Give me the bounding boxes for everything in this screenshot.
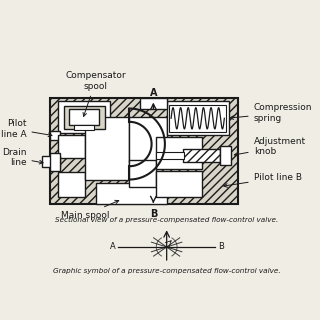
Text: Main spool: Main spool	[61, 200, 119, 220]
Text: B: B	[218, 243, 224, 252]
Bar	[58, 172, 85, 197]
Bar	[58, 101, 110, 133]
Bar	[156, 137, 202, 169]
Text: A: A	[150, 88, 157, 98]
Text: Compensator
spool: Compensator spool	[65, 71, 126, 116]
Bar	[140, 98, 167, 108]
Bar	[58, 135, 85, 158]
Bar	[169, 105, 226, 132]
Bar	[50, 131, 60, 140]
Text: Adjustment
knob: Adjustment knob	[234, 137, 306, 156]
Text: Pilot
line A: Pilot line A	[1, 119, 52, 139]
Bar	[129, 160, 156, 187]
Bar	[64, 106, 105, 129]
Bar	[183, 149, 220, 162]
Bar	[167, 101, 229, 135]
Text: A: A	[109, 243, 115, 252]
Bar	[74, 124, 94, 130]
Bar	[129, 117, 167, 162]
Bar	[85, 117, 129, 180]
Bar	[156, 171, 202, 197]
Bar	[156, 152, 184, 159]
Bar	[220, 146, 230, 165]
Text: Compression
spring: Compression spring	[230, 103, 312, 123]
Text: Sectional view of a pressure-compensated flow-control valve.: Sectional view of a pressure-compensated…	[55, 217, 278, 223]
Text: Pilot line B: Pilot line B	[224, 173, 302, 187]
Bar	[69, 109, 99, 125]
Bar	[50, 153, 60, 171]
Text: B: B	[150, 209, 157, 219]
Bar	[43, 156, 60, 167]
Bar	[96, 183, 167, 204]
Text: Drain
line: Drain line	[2, 148, 43, 167]
Text: Graphic symbol of a pressure-compensated flow-control valve.: Graphic symbol of a pressure-compensated…	[53, 268, 280, 274]
Bar	[50, 98, 238, 204]
